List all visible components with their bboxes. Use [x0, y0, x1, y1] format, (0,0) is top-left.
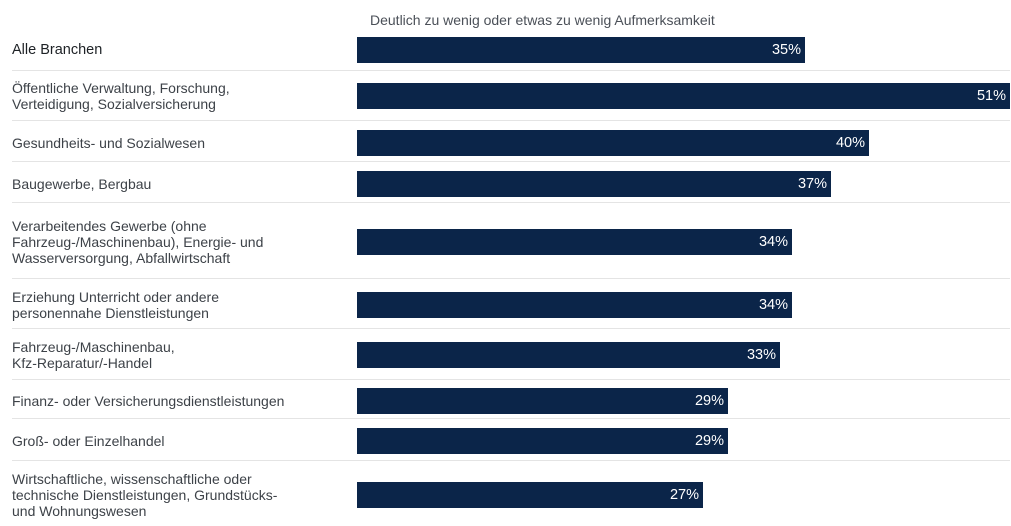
category-label: Finanz- oder Versicherungsdienstleistung… [12, 383, 354, 419]
category-label-text: Erziehung Unterricht oder andere persone… [12, 289, 220, 321]
bar-value-label: 51% [976, 88, 1006, 104]
row-divider [12, 328, 1010, 329]
bar: 29% [357, 428, 728, 454]
category-label: Fahrzeug-/Maschinenbau, Kfz-Reparatur/-H… [12, 332, 354, 378]
bar-value-label: 34% [758, 234, 788, 250]
bar-value-label: 37% [797, 176, 827, 192]
category-label-text: Groß- oder Einzelhandel [12, 433, 165, 449]
bar-value-label: 34% [758, 297, 788, 313]
bar-value-label: 33% [746, 347, 776, 363]
row-divider [12, 161, 1010, 162]
category-label-text: Fahrzeug-/Maschinenbau, Kfz-Reparatur/-H… [12, 339, 175, 371]
row-divider [12, 418, 1010, 419]
category-label-text: Alle Branchen [12, 42, 103, 58]
bar: 33% [357, 342, 780, 368]
bar: 40% [357, 130, 869, 156]
bar-value-label: 29% [694, 393, 724, 409]
bar: 29% [357, 388, 728, 414]
category-label-text: Finanz- oder Versicherungsdienstleistung… [12, 393, 285, 409]
category-label-text: Verarbeitendes Gewerbe (ohne Fahrzeug-/M… [12, 218, 264, 266]
category-label: Verarbeitendes Gewerbe (ohne Fahrzeug-/M… [12, 206, 354, 278]
bar: 37% [357, 171, 831, 197]
row-divider [12, 460, 1010, 461]
category-label: Erziehung Unterricht oder andere persone… [12, 282, 354, 328]
row-divider [12, 120, 1010, 121]
row-divider [12, 202, 1010, 203]
bar: 27% [357, 482, 703, 508]
category-label: Alle Branchen [12, 36, 354, 64]
bar: 34% [357, 292, 792, 318]
bar-value-label: 27% [669, 487, 699, 503]
category-label-text: Gesundheits- und Sozialwesen [12, 135, 206, 151]
category-label: Baugewerbe, Bergbau [12, 165, 354, 203]
bar: 35% [357, 37, 805, 63]
category-label: Öffentliche Verwaltung, Forschung, Verte… [12, 74, 354, 118]
category-label-text: Baugewerbe, Bergbau [12, 176, 152, 192]
series-header: Deutlich zu wenig oder etwas zu wenig Au… [370, 12, 715, 28]
row-divider [12, 278, 1010, 279]
bar: 51% [357, 83, 1010, 109]
bar-value-label: 40% [835, 135, 865, 151]
category-label: Groß- oder Einzelhandel [12, 422, 354, 460]
row-divider [12, 70, 1010, 71]
bar-value-label: 35% [771, 42, 801, 58]
row-divider [12, 379, 1010, 380]
category-label: Wirtschaftliche, wissenschaftliche oder … [12, 464, 354, 526]
category-label-text: Wirtschaftliche, wissenschaftliche oder … [12, 471, 278, 519]
category-label: Gesundheits- und Sozialwesen [12, 124, 354, 162]
bar-value-label: 29% [694, 433, 724, 449]
category-label-text: Öffentliche Verwaltung, Forschung, Verte… [12, 80, 230, 112]
bar: 34% [357, 229, 792, 255]
